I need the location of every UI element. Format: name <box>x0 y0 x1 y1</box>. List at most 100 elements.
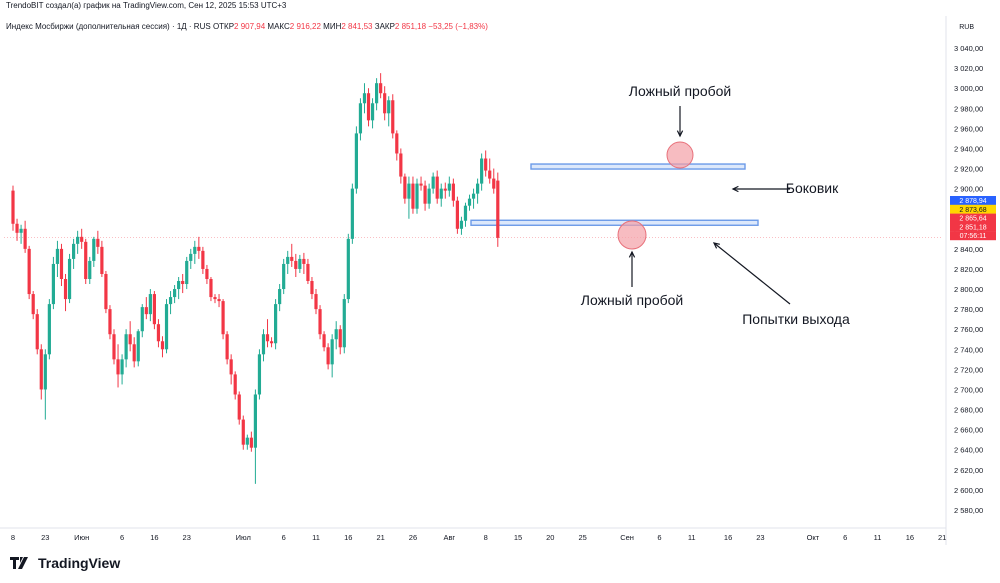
candle-body <box>189 253 193 261</box>
y-tick-label: 2 980,00 <box>954 104 983 113</box>
symbol-legend: Индекс Мосбиржи (дополнительная сессия) … <box>6 21 488 33</box>
x-tick-label: 15 <box>514 533 522 542</box>
candle-body <box>257 354 262 395</box>
tradingview-logo-text: TradingView <box>38 555 121 571</box>
time-axis: 8 23 Июн 6 16 23 Июл 6 11 16 21 26 Авг 8 15 20 25 Сен 6 11 1… <box>0 527 946 542</box>
candle-body <box>31 294 35 315</box>
annotation-label: Попытки выхода <box>742 311 850 327</box>
candle-body <box>47 304 51 355</box>
candle-body <box>411 183 415 209</box>
candle-body <box>302 258 306 264</box>
candle-body <box>27 248 31 295</box>
y-tick-label: 2 780,00 <box>954 305 983 314</box>
x-tick-label: 8 <box>484 533 488 542</box>
candle-body <box>399 153 403 177</box>
candle-body <box>63 279 68 300</box>
price-tag: 2 878,94 <box>950 196 996 205</box>
y-tick-label: 2 720,00 <box>954 365 983 374</box>
x-tick-label: 16 <box>150 533 158 542</box>
x-tick-label: 26 <box>409 533 417 542</box>
price-tag: 2 851,18 <box>950 222 996 232</box>
y-tick-label: 2 940,00 <box>954 144 983 153</box>
currency-label[interactable]: RUB <box>959 24 974 31</box>
y-tick-label: 2 660,00 <box>954 426 983 435</box>
x-tick-label: Сен <box>620 533 634 542</box>
y-tick-label: 2 960,00 <box>954 124 983 133</box>
candle-body <box>197 246 201 251</box>
candle-body <box>455 200 459 229</box>
y-tick-label: 3 020,00 <box>954 64 983 73</box>
candle-body <box>221 301 225 335</box>
candle-body <box>496 180 500 238</box>
y-tick-label: 2 640,00 <box>954 446 983 455</box>
y-tick-label: 2 840,00 <box>954 245 983 254</box>
candle-body <box>15 223 19 233</box>
x-tick-label: 11 <box>874 533 882 542</box>
annotation-label: Ложный пробой <box>629 83 731 99</box>
y-tick-label: 2 740,00 <box>954 345 983 354</box>
open-label: ОТКР <box>212 22 235 31</box>
candle-body <box>168 297 173 305</box>
x-tick-label: Авг <box>443 533 455 542</box>
candle-body <box>213 297 217 300</box>
candle-body <box>395 133 399 154</box>
candle-body <box>173 289 177 298</box>
candle-body <box>467 198 472 206</box>
price-axis: 3 040,00 3 020,00 3 000,00 2 980,00 2 960,00… <box>945 16 996 545</box>
candle-body <box>241 419 245 445</box>
candle-body <box>318 309 322 335</box>
candle-body <box>237 394 241 420</box>
y-tick-label: 2 620,00 <box>954 466 983 475</box>
candle-body <box>59 248 64 279</box>
price-tag: 07:56:11 <box>950 231 996 241</box>
change-value: −53,25 (−1,83%) <box>428 22 488 31</box>
annotation-arrow <box>713 242 791 305</box>
candle-body <box>387 100 391 114</box>
candle-body <box>476 183 480 194</box>
candle-body <box>76 236 80 244</box>
price-tag-label: 2 873,68 <box>959 207 986 214</box>
candle-body <box>19 228 23 233</box>
candle-body <box>431 176 435 189</box>
candle-body <box>362 93 367 104</box>
high-label: МАКС <box>267 22 290 31</box>
candle-body <box>116 359 120 375</box>
candle-body <box>177 281 181 290</box>
x-tick-label: 21 <box>376 533 384 542</box>
candle-body <box>233 374 237 395</box>
candle-body <box>463 205 468 221</box>
candle-body <box>322 334 326 348</box>
annotations: Ложный пробой Боковик Ложный пробой Попытки… <box>581 83 850 327</box>
x-tick-label: 23 <box>756 533 764 542</box>
candle-body <box>419 183 423 186</box>
tradingview-logo-icon <box>10 557 28 569</box>
candle-body <box>88 260 92 279</box>
candle-body <box>274 304 278 344</box>
arrow-head <box>628 250 636 258</box>
candle-body <box>164 304 169 350</box>
y-tick-label: 2 600,00 <box>954 486 983 495</box>
candle-body <box>205 268 209 279</box>
candle-body <box>261 334 266 355</box>
candle-body <box>55 248 60 264</box>
x-tick-label: 23 <box>183 533 191 542</box>
candle-body <box>338 329 342 348</box>
x-tick-label: Июн <box>74 533 89 542</box>
candle-body <box>253 394 257 448</box>
candle-body <box>23 228 27 249</box>
candle-body <box>282 263 286 290</box>
tradingview-footer[interactable]: TradingView <box>10 555 120 571</box>
x-tick-label: 23 <box>41 533 49 542</box>
x-tick-label: 21 <box>938 533 946 542</box>
y-tick-label: 2 900,00 <box>954 185 983 194</box>
candle-body <box>152 294 156 325</box>
candle-body <box>350 188 354 239</box>
candle-body <box>403 176 407 199</box>
candle-body <box>217 299 221 302</box>
candle-body <box>193 246 197 254</box>
x-tick-label: 25 <box>578 533 586 542</box>
low-label: МИН <box>323 22 342 31</box>
x-tick-label: 20 <box>546 533 554 542</box>
candle-body <box>35 314 39 350</box>
